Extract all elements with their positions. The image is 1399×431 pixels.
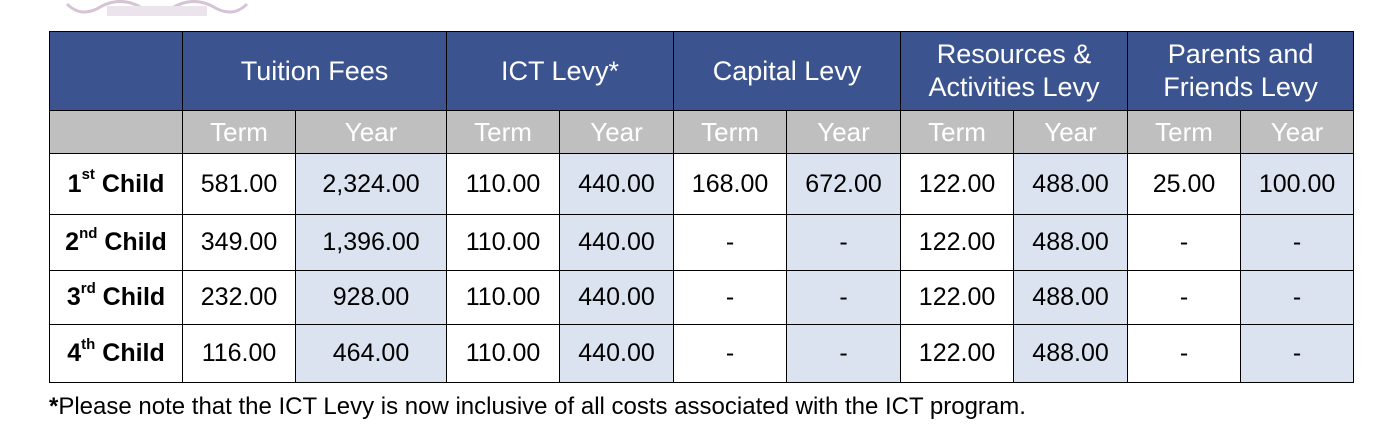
period-subheader-row: Term Year Term Year Term Year Term Year … [49,110,1355,154]
table-cell: - [786,214,902,271]
header-corner-cell [49,31,183,111]
header-resources-activities-levy: Resources & Activities Levy [900,31,1129,111]
table-cell: 122.00 [900,324,1015,383]
table-cell: - [673,270,788,325]
table-cell: 464.00 [294,324,448,383]
header-tuition-fees: Tuition Fees [181,31,448,111]
subheader-corner-cell [49,110,183,154]
subheader-year: Year [1013,110,1129,154]
table-cell: 440.00 [559,214,675,271]
subheader-year: Year [1240,110,1355,154]
table-cell: 116.00 [182,324,296,383]
row-label: 1st Child [49,153,183,215]
row-label: 3rd Child [49,270,183,325]
table-cell: - [1240,214,1355,271]
table-cell: - [786,270,902,325]
table-cell: - [1240,324,1355,383]
table-cell: - [1127,214,1242,271]
table-cell: 581.00 [182,153,296,215]
table-row: 4th Child 116.00 464.00 110.00 440.00 - … [49,324,1355,383]
table-cell: 672.00 [786,153,902,215]
subheader-year: Year [786,110,902,154]
table-cell: 488.00 [1013,324,1129,383]
table-cell: 488.00 [1013,153,1129,215]
subheader-term: Term [673,110,788,154]
table-cell: 928.00 [294,270,448,325]
table-cell: 100.00 [1240,153,1355,215]
table-cell: - [1127,324,1242,383]
header-capital-levy: Capital Levy [673,31,902,111]
table-cell: 440.00 [559,270,675,325]
table-cell: - [1127,270,1242,325]
table-cell: 349.00 [182,214,296,271]
table-cell: 110.00 [446,214,561,271]
table-cell: 232.00 [182,270,296,325]
subheader-term: Term [446,110,561,154]
subheader-term: Term [900,110,1015,154]
subheader-year: Year [559,110,675,154]
header-parents-friends-levy: Parents and Friends Levy [1127,31,1355,111]
table-cell: 122.00 [900,214,1015,271]
table-cell: - [673,214,788,271]
table-cell: 488.00 [1013,270,1129,325]
ict-levy-footnote: *Please note that the ICT Levy is now in… [49,393,1026,421]
table-row: 3rd Child 232.00 928.00 110.00 440.00 - … [49,270,1355,325]
table-cell: 110.00 [446,324,561,383]
table-cell: 25.00 [1127,153,1242,215]
fees-table: Tuition Fees ICT Levy* Capital Levy Reso… [49,31,1355,383]
subheader-term: Term [1127,110,1242,154]
table-cell: 488.00 [1013,214,1129,271]
table-cell: 2,324.00 [294,153,448,215]
table-row: 2nd Child 349.00 1,396.00 110.00 440.00 … [49,214,1355,271]
table-cell: 110.00 [446,153,561,215]
subheader-term: Term [182,110,296,154]
table-cell: 440.00 [559,324,675,383]
table-cell: 1,396.00 [294,214,448,271]
footnote-asterisk: * [49,393,59,420]
table-cell: - [673,324,788,383]
subheader-year: Year [294,110,448,154]
table-cell: 168.00 [673,153,788,215]
table-row: 1st Child 581.00 2,324.00 110.00 440.00 … [49,153,1355,215]
school-crest-logo [65,0,249,16]
table-cell: - [786,324,902,383]
table-cell: 440.00 [559,153,675,215]
fee-category-header-row: Tuition Fees ICT Levy* Capital Levy Reso… [49,31,1355,111]
row-label: 2nd Child [49,214,183,271]
table-cell: - [1240,270,1355,325]
table-cell: 122.00 [900,270,1015,325]
footnote-text: Please note that the ICT Levy is now inc… [58,393,1026,420]
table-cell: 110.00 [446,270,561,325]
header-ict-levy: ICT Levy* [446,31,675,111]
row-label: 4th Child [49,324,183,383]
table-cell: 122.00 [900,153,1015,215]
